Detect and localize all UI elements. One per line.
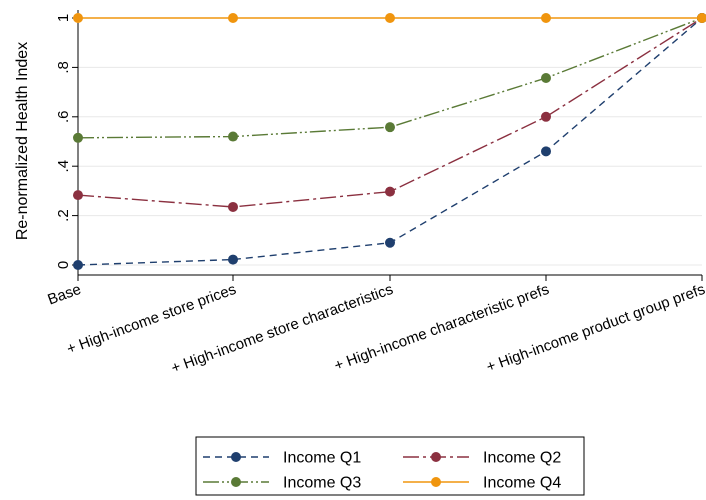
y-axis-title: Re-normalized Health Index: [14, 42, 31, 240]
data-point: [73, 190, 83, 201]
legend-item: Income Q2: [403, 450, 561, 467]
data-point: [228, 13, 238, 23]
data-point: [385, 237, 395, 248]
y-tick-label: .6: [55, 111, 72, 124]
legend-item: Income Q1: [203, 450, 361, 467]
y-tick-label: .8: [55, 61, 72, 74]
legend-marker: [231, 452, 241, 462]
series-line: [77, 17, 703, 266]
data-point: [73, 132, 83, 143]
data-point: [541, 73, 551, 84]
y-tick-label: 0: [55, 261, 72, 269]
y-ticks: 0 .2 .4 .6 .8 1: [55, 14, 78, 269]
legend-label: Income Q3: [283, 475, 361, 492]
legend-label: Income Q2: [483, 450, 561, 467]
legend: Income Q1 Income Q2 Income Q3 Income Q4: [195, 436, 585, 496]
data-point: [385, 13, 395, 23]
legend-marker: [231, 477, 241, 487]
data-point: [385, 186, 395, 197]
series-3: [73, 13, 706, 143]
legend-marker: [431, 452, 441, 462]
data-point: [541, 13, 551, 23]
data-point: [541, 146, 551, 157]
series-4: [73, 13, 706, 23]
data-point: [541, 111, 551, 122]
series-line: [77, 17, 703, 139]
axes: [77, 10, 702, 276]
data-point: [228, 201, 238, 212]
legend-marker: [431, 477, 441, 487]
grid-lines: [78, 17, 702, 266]
y-tick-label: .2: [55, 209, 72, 222]
series-line: [77, 17, 703, 208]
series-lines: [73, 13, 706, 270]
data-point: [228, 131, 238, 142]
data-point: [73, 260, 83, 270]
legend-item: Income Q4: [403, 475, 561, 492]
series-1: [73, 13, 706, 270]
series-2: [73, 13, 706, 212]
y-tick-label: .4: [55, 160, 72, 173]
data-point: [697, 13, 706, 23]
y-tick-label: 1: [55, 14, 72, 22]
data-point: [73, 13, 83, 23]
data-point: [385, 122, 395, 133]
data-point: [228, 254, 238, 265]
legend-box: [195, 436, 585, 496]
legend-item: Income Q3: [203, 475, 361, 492]
x-ticks: Base+ High-income store prices+ High-inc…: [45, 275, 706, 377]
legend-label: Income Q4: [483, 475, 561, 492]
x-tick-label: Base: [45, 281, 83, 309]
legend-label: Income Q1: [283, 450, 361, 467]
